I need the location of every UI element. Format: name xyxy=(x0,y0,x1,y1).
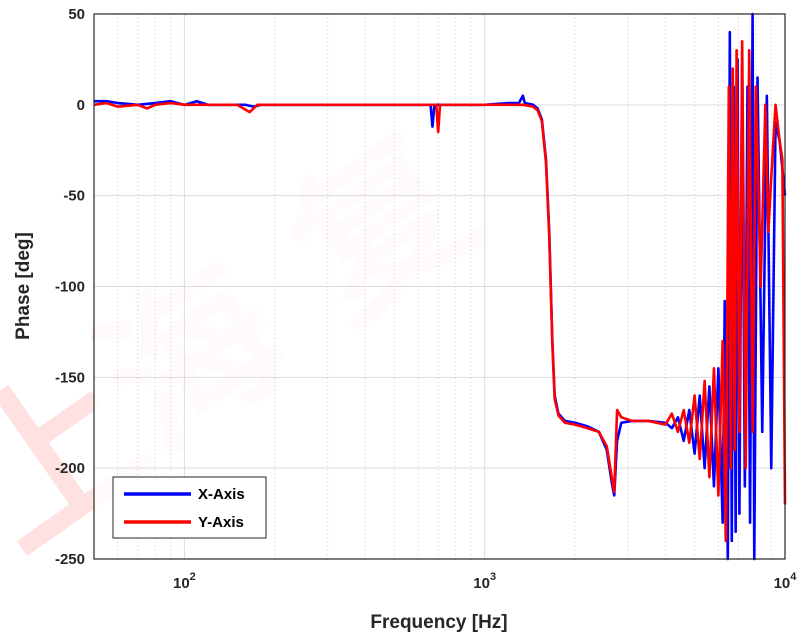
x-tick-label: 103 xyxy=(473,571,496,592)
y-tick-label: -100 xyxy=(55,279,85,296)
y-axis-label: Phase [deg] xyxy=(13,232,34,340)
legend-box xyxy=(112,476,267,539)
y-tick-label: 50 xyxy=(68,6,85,23)
legend-label-x-axis: X-Axis xyxy=(198,486,245,503)
legend: X-Axis Y-Axis xyxy=(112,476,267,539)
x-tick-label: 102 xyxy=(173,571,196,592)
y-tick-label: 0 xyxy=(77,97,85,114)
y-tick-label: -150 xyxy=(55,369,85,386)
series-line-y-axis xyxy=(93,39,787,543)
legend-label-y-axis: Y-Axis xyxy=(198,514,244,531)
plot-frame xyxy=(93,13,786,560)
x-tick-label: 104 xyxy=(774,571,798,592)
y-tick-label: -200 xyxy=(55,460,85,477)
y-tick-label: -50 xyxy=(63,188,85,205)
y-tick-label: -250 xyxy=(55,551,85,568)
x-axis-label: Frequency [Hz] xyxy=(370,612,507,633)
x-tick-labels: 102 103 104 xyxy=(173,571,797,592)
y-tick-labels: 50 0 -50 -100 -150 -200 -250 xyxy=(55,6,85,568)
series-layer xyxy=(93,12,787,561)
